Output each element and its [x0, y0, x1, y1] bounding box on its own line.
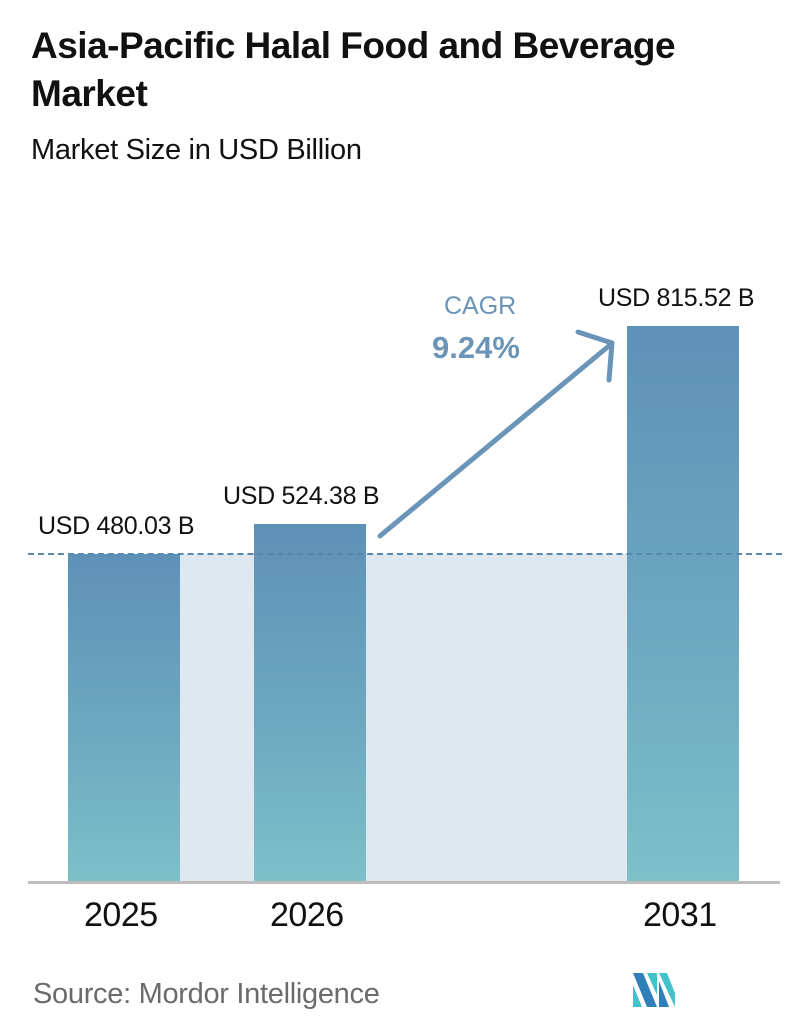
- x-axis-baseline: [28, 881, 780, 884]
- bar-2026: [254, 524, 366, 882]
- mordor-intelligence-logo-icon: [633, 973, 675, 1007]
- growth-band: [179, 554, 627, 882]
- bar-label-2026: USD 524.38 B: [223, 482, 380, 510]
- source-text: Source: Mordor Intelligence: [33, 978, 380, 1010]
- cagr-label: CAGR: [444, 292, 517, 320]
- bar-2031: [627, 326, 739, 882]
- cagr-value: 9.24%: [432, 330, 520, 365]
- bar-label-2025: USD 480.03 B: [38, 512, 195, 540]
- bar-2025: [68, 554, 180, 882]
- reference-dashed-line: [28, 553, 782, 555]
- chart-title: Asia-Pacific Halal Food and Beverage Mar…: [31, 25, 676, 114]
- chart-subtitle: Market Size in USD Billion: [31, 134, 362, 166]
- x-tick-2031: 2031: [643, 896, 717, 934]
- x-tick-2026: 2026: [270, 896, 344, 934]
- x-tick-2025: 2025: [84, 896, 158, 934]
- bar-label-2031: USD 815.52 B: [598, 284, 755, 312]
